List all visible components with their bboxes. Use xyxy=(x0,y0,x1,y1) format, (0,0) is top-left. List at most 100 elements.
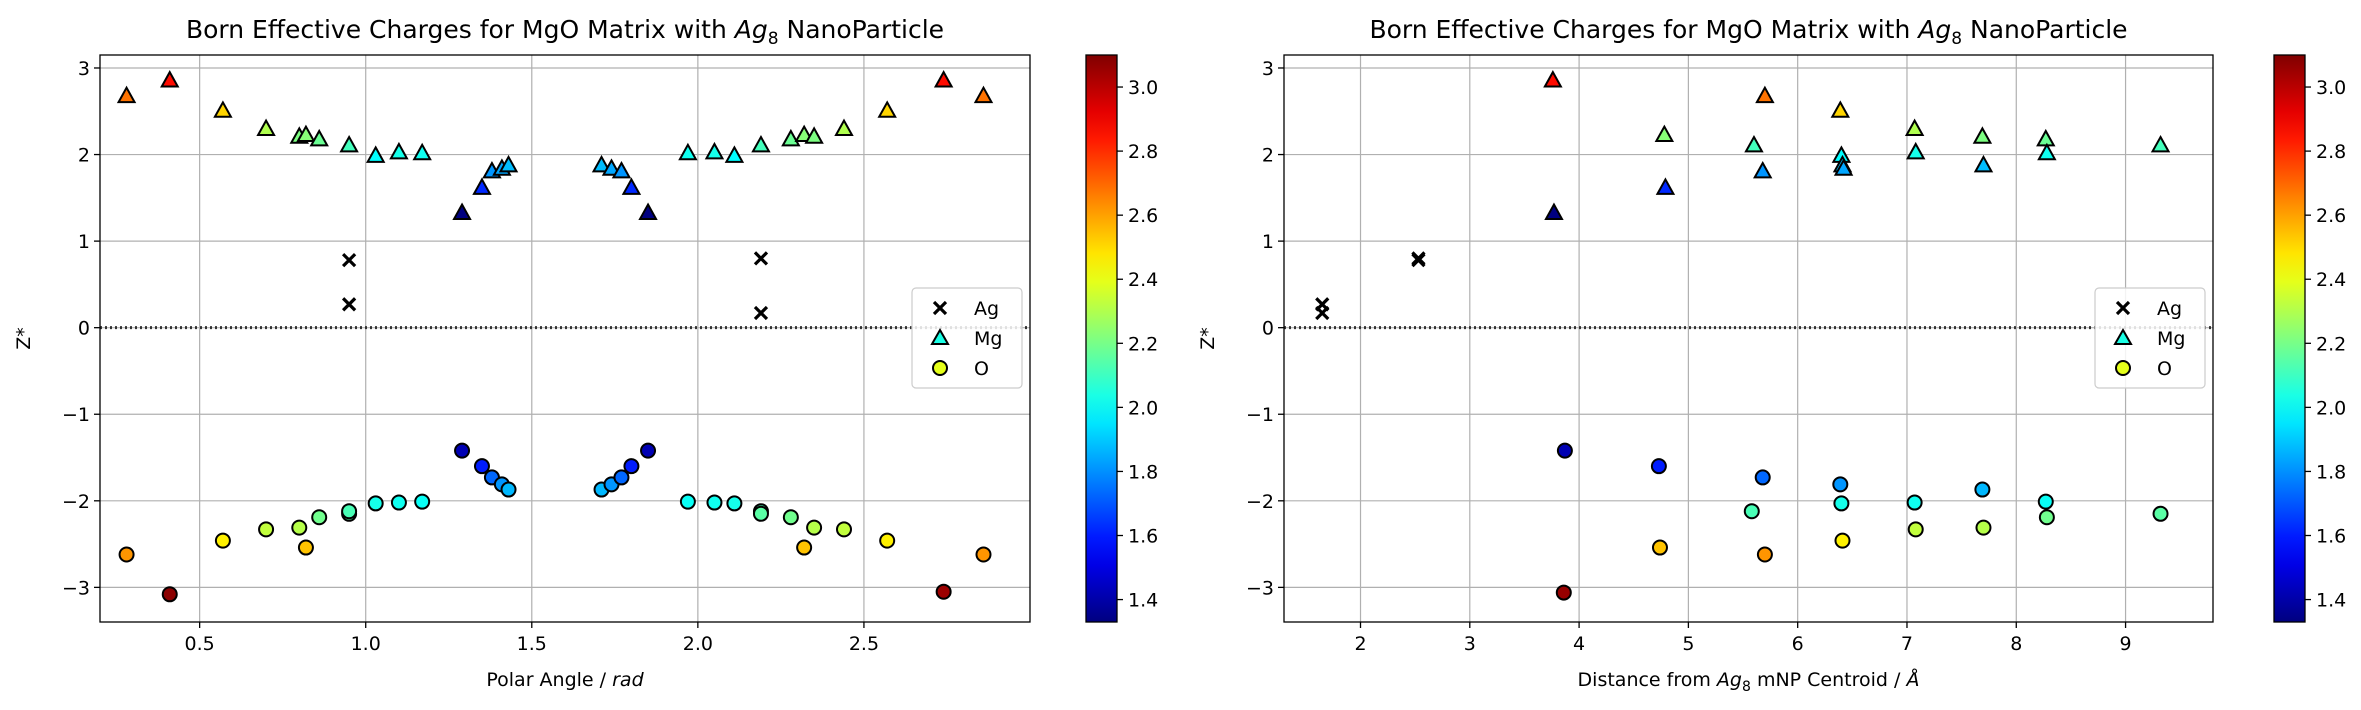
plot-area xyxy=(1284,55,2213,622)
legend-label-o: O xyxy=(2157,358,2172,380)
mg-point xyxy=(1973,154,1994,173)
y-tick-label: 0 xyxy=(78,318,90,340)
ag-point xyxy=(753,305,769,321)
o-point xyxy=(726,495,743,512)
o-point xyxy=(454,442,471,459)
o-point xyxy=(297,539,314,556)
legend-box xyxy=(911,287,1023,389)
legend-ag-marker xyxy=(2115,300,2131,316)
o-point xyxy=(2152,505,2169,522)
o-point xyxy=(879,532,896,549)
o-point xyxy=(390,494,407,511)
mg-point xyxy=(877,100,897,118)
y-tick-label: −3 xyxy=(62,577,90,599)
o-point xyxy=(1754,469,1771,486)
colorbar-tick-label: 1.8 xyxy=(1128,461,1158,483)
y-tick-label: −1 xyxy=(1246,404,1274,426)
o-point xyxy=(752,505,769,522)
mg-point xyxy=(472,177,492,195)
o-point xyxy=(311,509,328,526)
o-point xyxy=(796,539,813,556)
y-tick-label: 2 xyxy=(1262,145,1274,167)
mg-point xyxy=(2150,134,2171,153)
colorbar-tick-label: 2.4 xyxy=(1128,269,1158,291)
y-tick-label: 1 xyxy=(78,231,90,253)
mg-point xyxy=(611,160,632,179)
o-point xyxy=(473,458,490,475)
x-tick-label: 5 xyxy=(1682,633,1694,655)
o-point xyxy=(623,458,640,475)
colorbar-tick-label: 2.0 xyxy=(1128,397,1158,419)
y-tick-label: 3 xyxy=(1262,58,1274,80)
o-point xyxy=(1974,481,1991,498)
x-tick-label: 6 xyxy=(1792,633,1804,655)
o-point xyxy=(291,519,308,536)
data-series xyxy=(116,70,994,603)
mg-point xyxy=(678,142,698,161)
colorbar-tick-label: 2.8 xyxy=(1128,141,1158,163)
o-point xyxy=(1834,532,1851,549)
o-point xyxy=(640,442,657,459)
colorbar-gradient xyxy=(1085,54,1118,623)
mg-point xyxy=(1753,160,1773,179)
colorbar-tick-label: 2.0 xyxy=(2316,397,2346,419)
y-tick-label: −3 xyxy=(1246,577,1274,599)
legend: Ag Mg O xyxy=(2094,287,2206,389)
mg-point xyxy=(309,128,329,147)
o-point xyxy=(613,469,630,486)
y-tick-label: −2 xyxy=(1246,491,1274,513)
colorbar-tick-label: 2.2 xyxy=(2316,333,2346,355)
legend: Ag Mg O xyxy=(911,287,1023,389)
series-mg xyxy=(1543,70,2171,220)
axes-frame xyxy=(1283,54,2214,623)
y-tick-label: 3 xyxy=(78,58,90,80)
o-point xyxy=(706,494,723,511)
x-axis-label: Distance from Ag8 mNP Centroid / Å xyxy=(1578,668,1920,695)
o-point xyxy=(1555,584,1572,601)
mg-point xyxy=(804,126,824,144)
o-point xyxy=(500,481,517,498)
x-tick-label: 4 xyxy=(1573,633,1585,655)
mg-point xyxy=(1655,177,1676,195)
chart-panel-2: 2 3 4 5 6 7 8 9 −3 −2 −1 0 1 2 3 Born Effective Charges… xyxy=(1197,15,2346,695)
o-point xyxy=(2038,509,2055,526)
o-point xyxy=(1743,503,1760,520)
x-tick-label: 2 xyxy=(1354,633,1366,655)
o-point xyxy=(367,495,384,512)
chart-panel-1: 0.5 1.0 1.5 2.0 2.5 −3 −2 −1 0 1 2 3 Born Effective … xyxy=(13,15,1158,691)
colorbar: 1.4 1.6 1.8 2.0 2.2 2.4 2.6 2.8 3.0 xyxy=(2273,54,2346,623)
y-tick-label: −1 xyxy=(62,404,90,426)
mg-point xyxy=(339,134,359,153)
colorbar-tick-label: 2.6 xyxy=(2316,205,2346,227)
x-axis-label: Polar Angle / rad xyxy=(486,669,644,691)
colorbar-tick-label: 3.0 xyxy=(2316,77,2346,99)
mg-point xyxy=(2037,142,2057,161)
mg-point xyxy=(160,70,180,88)
y-tick-label: −2 xyxy=(62,491,90,513)
o-point xyxy=(975,546,992,563)
mg-point xyxy=(834,118,854,136)
o-point xyxy=(782,509,799,526)
legend-label-ag: Ag xyxy=(974,298,999,320)
mg-point xyxy=(1755,85,1775,104)
legend-box xyxy=(2094,287,2206,389)
o-point xyxy=(1975,519,1992,536)
o-point xyxy=(679,493,696,510)
mg-point xyxy=(452,202,472,220)
colorbar-gradient xyxy=(2273,54,2306,623)
o-point xyxy=(1651,539,1668,556)
x-tick-label: 9 xyxy=(2120,633,2132,655)
legend-label-o: O xyxy=(974,358,989,380)
plot-area xyxy=(100,55,1030,622)
series-ag xyxy=(1315,251,1426,321)
mg-point xyxy=(1904,118,1925,136)
x-tick-label: 2.0 xyxy=(683,633,713,655)
mg-point xyxy=(256,118,276,136)
mg-point xyxy=(1972,126,1993,144)
mg-point xyxy=(724,145,745,163)
o-point xyxy=(214,532,231,549)
o-point xyxy=(414,493,431,510)
o-point xyxy=(806,519,823,536)
colorbar-tick-label: 1.6 xyxy=(2316,526,2346,548)
mg-point xyxy=(1543,70,1563,88)
